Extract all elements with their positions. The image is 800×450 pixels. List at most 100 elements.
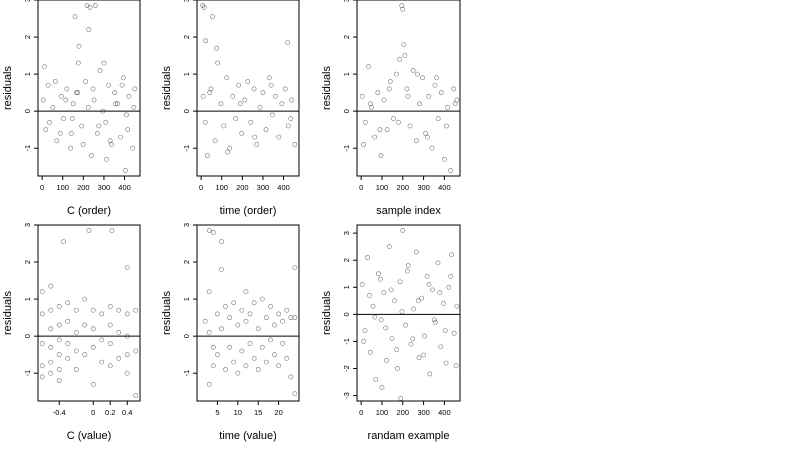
plot-frame	[37, 224, 141, 402]
data-point	[255, 367, 261, 372]
data-point	[82, 352, 88, 358]
data-point	[434, 75, 439, 81]
data-point	[444, 123, 449, 129]
data-point	[210, 230, 216, 235]
data-point	[402, 53, 408, 58]
data-point	[79, 123, 85, 129]
data-point	[378, 153, 384, 159]
plot-frame	[196, 0, 300, 177]
x-axis-title: time (value)	[219, 430, 276, 442]
data-point	[206, 289, 212, 295]
data-point	[112, 90, 118, 96]
x-tick-label: 300	[98, 183, 111, 192]
y-tick-label: 3	[342, 231, 351, 235]
data-point	[272, 352, 277, 358]
data-point	[212, 138, 218, 144]
x-tick-label: -0.4	[53, 408, 66, 417]
data-point	[415, 298, 421, 304]
data-point	[90, 86, 96, 92]
data-point	[424, 134, 430, 140]
data-point	[379, 385, 385, 390]
x-tick-label: 100	[376, 183, 389, 192]
data-point	[203, 38, 209, 44]
data-point	[208, 86, 214, 92]
x-tick-label: 0.2	[105, 408, 115, 417]
data-point	[48, 283, 54, 289]
data-point	[384, 127, 390, 133]
data-point	[284, 355, 290, 361]
data-point	[56, 378, 62, 384]
data-point	[239, 348, 245, 354]
y-axis-title: residuals	[161, 290, 173, 335]
data-point	[243, 318, 249, 324]
data-point	[39, 289, 45, 295]
data-point	[224, 75, 230, 81]
data-point	[99, 311, 105, 317]
data-point	[370, 303, 376, 309]
y-tick-label: 3	[23, 223, 32, 227]
data-point	[91, 97, 97, 103]
data-point	[282, 86, 288, 92]
data-point	[288, 116, 294, 121]
data-point	[381, 290, 387, 296]
x-tick-label: 0	[40, 183, 44, 192]
data-point	[386, 244, 392, 250]
data-point	[417, 101, 422, 107]
data-point	[48, 370, 54, 376]
data-point	[113, 101, 119, 107]
y-tick-label: 0	[23, 109, 32, 113]
data-point	[107, 138, 113, 144]
data-point	[63, 97, 69, 103]
y-tick-label: 1	[23, 72, 32, 76]
data-point	[109, 228, 115, 233]
data-point	[202, 318, 208, 324]
data-point	[125, 127, 131, 133]
data-point	[257, 105, 263, 110]
data-point	[68, 145, 73, 151]
data-point	[231, 300, 237, 306]
data-point	[280, 318, 286, 324]
data-point	[405, 263, 411, 269]
data-point	[285, 40, 291, 46]
data-point	[122, 168, 128, 173]
data-point	[432, 82, 438, 88]
y-tick-label: 0	[342, 312, 351, 316]
data-point	[64, 86, 70, 92]
data-point	[202, 119, 208, 125]
data-point	[410, 68, 416, 73]
data-point	[247, 341, 253, 346]
data-point	[243, 363, 249, 369]
data-point	[56, 352, 62, 358]
data-point	[120, 75, 126, 81]
data-point	[45, 82, 51, 88]
data-point	[252, 134, 258, 140]
data-point	[361, 142, 367, 147]
data-point	[90, 381, 96, 387]
data-point	[381, 97, 387, 103]
data-point	[268, 304, 273, 309]
data-point	[416, 355, 422, 361]
data-point	[268, 337, 273, 343]
data-point	[245, 79, 251, 84]
data-point	[254, 142, 260, 147]
data-point	[65, 300, 71, 306]
data-point	[132, 86, 138, 92]
data-point	[218, 101, 224, 107]
data-point	[221, 123, 227, 129]
data-point	[394, 71, 399, 77]
x-tick-label: 200	[397, 183, 410, 192]
data-point	[99, 337, 105, 343]
data-point	[92, 3, 98, 8]
data-point	[292, 315, 298, 321]
data-point	[251, 300, 257, 306]
data-point	[438, 90, 444, 96]
data-point	[219, 326, 224, 332]
x-tick-label: 400	[438, 183, 451, 192]
data-point	[449, 252, 454, 258]
data-point	[73, 330, 79, 335]
data-point	[432, 320, 438, 325]
data-point	[118, 134, 124, 140]
scatter-panel-4: -0.4 0 0.2 0.4 -1 0 1 2 3 C (value) residuals	[2, 223, 141, 442]
data-point	[243, 289, 249, 295]
data-point	[383, 325, 389, 331]
